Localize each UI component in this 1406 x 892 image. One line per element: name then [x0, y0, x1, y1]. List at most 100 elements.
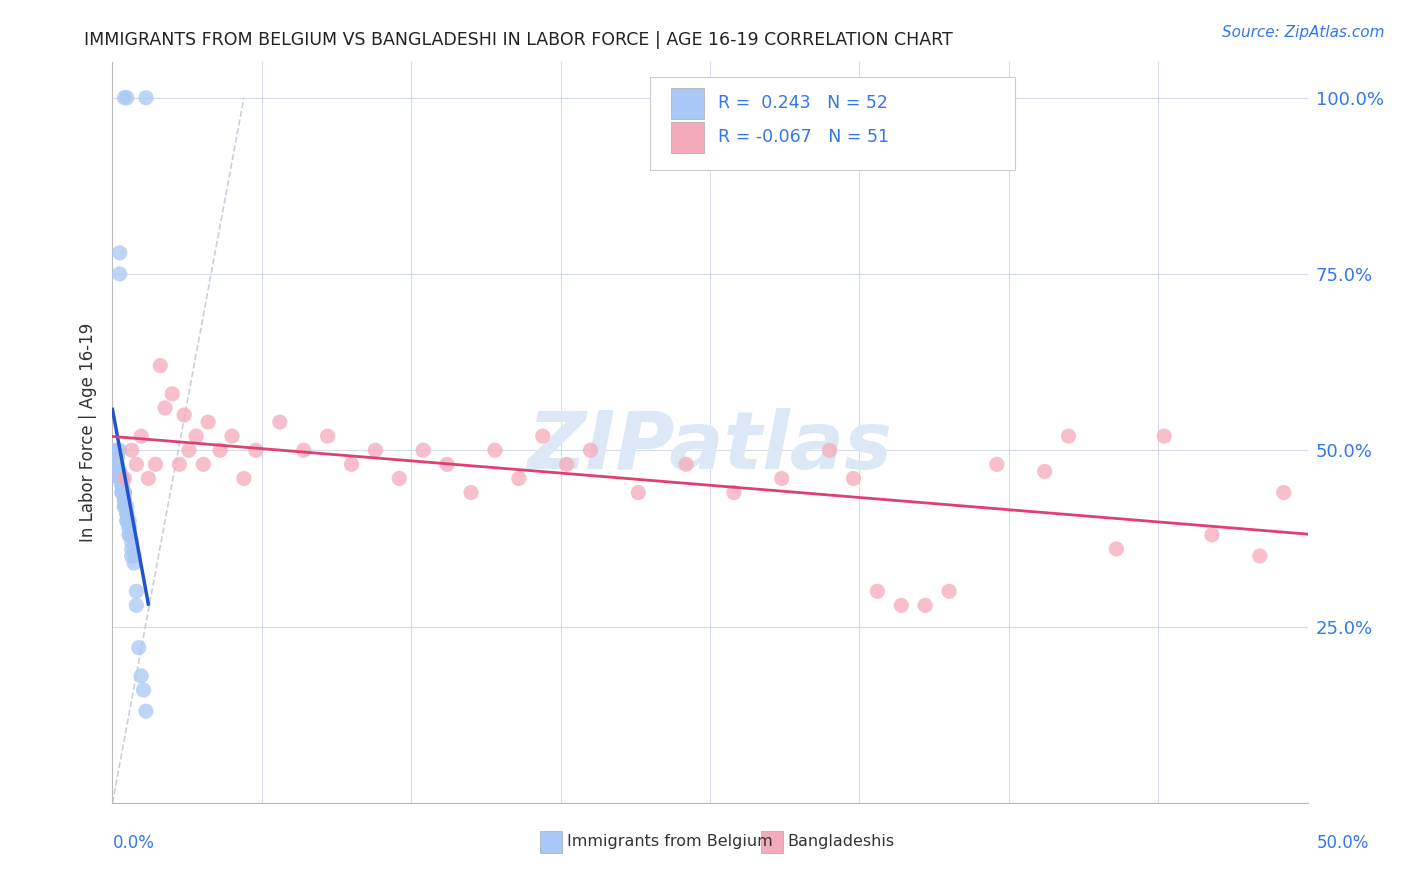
Point: [114, 91, 135, 105]
Point: [1105, 541, 1128, 556]
Text: IMMIGRANTS FROM BELGIUM VS BANGLADESHI IN LABOR FORCE | AGE 16-19 CORRELATION CH: IMMIGRANTS FROM BELGIUM VS BANGLADESHI I…: [84, 31, 953, 49]
Point: [221, 429, 243, 443]
Point: [105, 458, 128, 472]
Point: [866, 584, 889, 599]
Point: [508, 471, 530, 485]
Point: [177, 443, 200, 458]
Point: [340, 458, 363, 472]
Point: [108, 245, 131, 260]
Point: [129, 429, 152, 443]
Point: [1153, 429, 1175, 443]
Point: [162, 387, 183, 401]
Point: [627, 485, 650, 500]
Point: [233, 471, 256, 485]
Point: [1201, 528, 1223, 542]
Point: [579, 443, 602, 458]
Point: [842, 471, 865, 485]
Point: [122, 549, 145, 563]
Point: [135, 91, 157, 105]
Point: [364, 443, 387, 458]
Point: [138, 471, 160, 485]
Point: [111, 478, 134, 492]
Point: [132, 683, 155, 698]
Point: [121, 443, 143, 458]
Bar: [540, 831, 562, 853]
Point: [111, 478, 134, 492]
Point: [115, 91, 138, 105]
Point: [114, 500, 135, 514]
Point: [436, 458, 458, 472]
Point: [531, 429, 554, 443]
Point: [209, 443, 232, 458]
Point: [269, 415, 291, 429]
Point: [890, 599, 912, 613]
Point: [114, 500, 135, 514]
Point: [118, 528, 141, 542]
Point: [108, 464, 131, 478]
Text: Immigrants from Belgium: Immigrants from Belgium: [567, 834, 772, 849]
Text: Source: ZipAtlas.com: Source: ZipAtlas.com: [1222, 25, 1385, 40]
Text: R =  0.243   N = 52: R = 0.243 N = 52: [718, 95, 889, 112]
Point: [111, 485, 134, 500]
Point: [186, 429, 208, 443]
Point: [111, 471, 134, 485]
Point: [135, 704, 157, 718]
Point: [1033, 464, 1056, 478]
Point: [1249, 549, 1271, 563]
Point: [121, 549, 143, 563]
Point: [145, 458, 167, 472]
Point: [173, 408, 195, 422]
Text: R = -0.067   N = 51: R = -0.067 N = 51: [718, 128, 890, 146]
Point: [1272, 485, 1295, 500]
Point: [197, 415, 219, 429]
Point: [115, 507, 138, 521]
Point: [121, 535, 143, 549]
Point: [125, 458, 148, 472]
Point: [111, 485, 134, 500]
Bar: [671, 121, 704, 153]
Point: [115, 500, 138, 514]
Text: ZIPatlas: ZIPatlas: [527, 409, 893, 486]
Point: [388, 471, 411, 485]
Point: [115, 514, 138, 528]
Point: [108, 471, 131, 485]
Point: [153, 401, 176, 415]
Point: [105, 450, 128, 465]
Point: [129, 669, 152, 683]
Point: [114, 492, 135, 507]
Point: [108, 267, 131, 281]
Point: [114, 485, 135, 500]
Point: [193, 458, 215, 472]
Point: [108, 471, 131, 485]
Point: [115, 507, 138, 521]
Point: [245, 443, 267, 458]
Point: [675, 458, 697, 472]
Point: [108, 443, 131, 458]
Point: [105, 458, 128, 472]
Point: [111, 471, 134, 485]
Point: [118, 528, 141, 542]
Point: [818, 443, 841, 458]
Point: [121, 541, 143, 556]
Point: [105, 450, 128, 465]
Point: [149, 359, 172, 373]
Point: [1057, 429, 1080, 443]
Bar: [762, 831, 783, 853]
Point: [114, 492, 135, 507]
Point: [555, 458, 578, 472]
Point: [169, 458, 191, 472]
Point: [114, 485, 135, 500]
Point: [723, 485, 745, 500]
Point: [986, 458, 1008, 472]
Point: [292, 443, 315, 458]
FancyBboxPatch shape: [651, 78, 1015, 169]
Point: [114, 471, 135, 485]
Point: [914, 599, 936, 613]
Point: [484, 443, 506, 458]
Point: [412, 443, 434, 458]
Point: [118, 521, 141, 535]
Point: [122, 556, 145, 570]
Text: Bangladeshis: Bangladeshis: [787, 834, 894, 849]
Point: [125, 599, 148, 613]
Point: [316, 429, 339, 443]
